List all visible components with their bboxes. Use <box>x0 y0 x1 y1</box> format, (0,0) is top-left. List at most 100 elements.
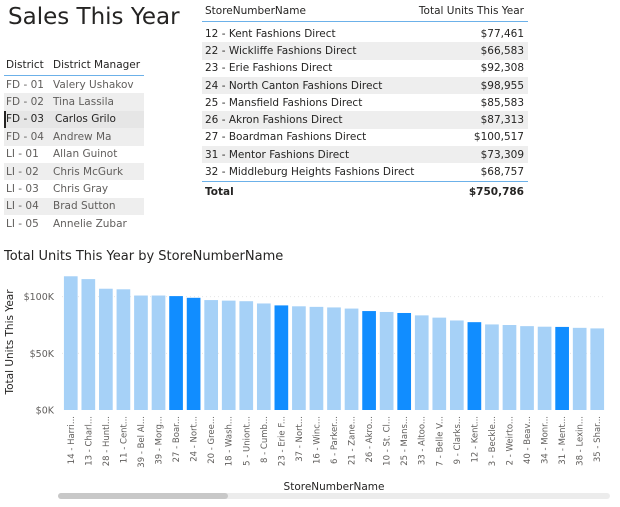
district-code: FD - 02 <box>6 96 44 109</box>
district-manager-name: Tina Lassila <box>53 96 114 109</box>
bar-chart: $0K $50K $100K Total Units This Year 14 - Ha… <box>4 276 606 490</box>
x-tick-label: 2 - Weirto... <box>505 416 515 465</box>
chart-bar[interactable] <box>151 295 166 410</box>
chart-bar[interactable] <box>520 326 534 410</box>
chart-bar[interactable] <box>572 327 587 410</box>
chart-bar[interactable] <box>309 306 324 410</box>
district-row[interactable]: LI - 01 Allan Guinot <box>4 146 144 163</box>
chart-bar[interactable] <box>274 305 289 410</box>
chart-bar[interactable] <box>502 325 517 410</box>
district-row[interactable]: LI - 02 Chris McGurk <box>4 162 144 181</box>
district-column-header[interactable]: District <box>6 58 44 71</box>
chart-bar[interactable] <box>134 295 148 410</box>
district-manager-name: Chris Gray <box>53 183 109 196</box>
x-tick-label: 27 - Boar... <box>172 416 182 462</box>
y-tick-label: $100K <box>24 292 55 303</box>
table-row[interactable]: 25 - Mansfield Fashions Direct $85,583 <box>202 94 528 111</box>
x-tick-label: 21 - Zane... <box>348 416 358 465</box>
units-value-cell: $77,461 <box>480 27 524 40</box>
x-tick-label: 6 - Parker... <box>330 416 340 464</box>
store-name-cell: 26 - Akron Fashions Direct <box>205 114 343 127</box>
chart-scrollbar-thumb[interactable] <box>58 493 228 499</box>
chart-bar[interactable] <box>116 289 131 410</box>
units-value-cell: $85,583 <box>480 96 524 109</box>
chart-bar[interactable] <box>327 307 341 410</box>
chart-bar[interactable] <box>467 322 482 410</box>
total-value: $750,786 <box>468 186 524 199</box>
store-table-total-row: Total $750,786 <box>202 180 528 203</box>
chart-bar[interactable] <box>537 326 552 410</box>
manager-column-header[interactable]: District Manager <box>53 58 141 71</box>
store-name-cell: 23 - Erie Fashions Direct <box>205 62 333 75</box>
table-row[interactable]: 24 - North Canton Fashions Direct $98,955 <box>202 76 528 95</box>
chart-bar[interactable] <box>590 328 605 410</box>
x-tick-label: 34 - Monr... <box>541 416 551 464</box>
x-tick-label: 24 - Nort... <box>190 416 200 462</box>
chart-bar[interactable] <box>344 308 359 410</box>
x-tick-label: 38 - Lexin... <box>576 416 586 466</box>
units-value-cell: $87,313 <box>480 114 524 127</box>
chart-bar[interactable] <box>81 279 96 410</box>
chart-bar[interactable] <box>379 311 394 410</box>
table-row[interactable]: 27 - Boardman Fashions Direct $100,517 <box>202 129 528 146</box>
chart-bar[interactable] <box>449 320 464 410</box>
chart-bar[interactable] <box>397 312 412 410</box>
district-manager-name: Brad Sutton <box>53 200 116 213</box>
store-name-cell: 32 - Middleburg Heights Fashions Direct <box>205 166 415 179</box>
store-units-table: StoreNumberName Total Units This Year 12… <box>202 0 528 203</box>
chart-bar[interactable] <box>63 276 78 410</box>
district-table-body: FD - 01 Valery Ushakov FD - 02 Tina Lassila… <box>4 76 144 233</box>
x-tick-label: 18 - Wash... <box>225 416 235 466</box>
district-manager-name: Valery Ushakov <box>53 78 134 91</box>
district-row[interactable]: LI - 05 Annelie Zubar <box>4 215 144 232</box>
x-tick-label: 7 - Belle V... <box>435 416 445 466</box>
district-row[interactable]: FD - 02 Tina Lassila <box>4 93 144 111</box>
x-tick-label: 9 - Clarks... <box>453 416 463 464</box>
x-tick-label: 28 - Huntl... <box>102 416 112 466</box>
chart-title: Total Units This Year by StoreNumberName <box>4 249 284 264</box>
units-value-cell: $68,757 <box>480 166 524 179</box>
table-row[interactable]: 12 - Kent Fashions Direct $77,461 <box>202 25 528 42</box>
chart-bar[interactable] <box>169 296 183 410</box>
chart-bar[interactable] <box>414 315 429 410</box>
chart-bar[interactable] <box>362 311 376 410</box>
district-code: LI - 01 <box>6 148 39 161</box>
units-value-cell: $66,583 <box>480 44 524 57</box>
table-row[interactable]: 22 - Wickliffe Fashions Direct $66,583 <box>202 42 528 60</box>
table-row[interactable]: 23 - Erie Fashions Direct $92,308 <box>202 60 528 77</box>
chart-bar[interactable] <box>99 288 113 410</box>
store-name-cell: 22 - Wickliffe Fashions Direct <box>205 44 357 57</box>
chart-scrollbar[interactable] <box>58 493 610 499</box>
district-table-header: District District Manager <box>4 54 144 76</box>
chart-bar[interactable] <box>221 300 236 410</box>
chart-bar[interactable] <box>555 326 569 410</box>
district-row[interactable]: FD - 01 Valery Ushakov <box>4 76 144 93</box>
units-value-cell: $98,955 <box>480 79 524 92</box>
y-tick-label: $0K <box>36 406 55 417</box>
district-row[interactable]: LI - 04 Brad Sutton <box>4 197 144 216</box>
district-code: FD - 04 <box>6 130 44 143</box>
district-manager-name: Allan Guinot <box>53 148 118 161</box>
district-row[interactable]: LI - 03 Chris Gray <box>4 180 144 197</box>
x-tick-label: 40 - Beav... <box>523 416 533 464</box>
chart-bar[interactable] <box>204 300 219 410</box>
chart-bar[interactable] <box>239 301 254 410</box>
y-tick-label: $50K <box>30 349 55 360</box>
store-column-header[interactable]: StoreNumberName <box>205 4 306 17</box>
chart-bar[interactable] <box>256 303 271 410</box>
district-slicer-table: District District Manager FD - 01 Valery … <box>4 54 144 233</box>
district-row[interactable]: FD - 03 Carlos Grilo <box>4 110 144 129</box>
chart-bar[interactable] <box>485 324 499 410</box>
x-tick-label: 39 - Bel Al... <box>137 416 147 468</box>
chart-bar[interactable] <box>292 306 306 410</box>
chart-bar[interactable] <box>186 297 201 410</box>
district-row[interactable]: FD - 04 Andrew Ma <box>4 128 144 146</box>
units-column-header[interactable]: Total Units This Year <box>418 4 524 17</box>
chart-bar[interactable] <box>432 317 447 410</box>
x-axis-label: StoreNumberName <box>284 481 385 490</box>
table-row[interactable]: 26 - Akron Fashions Direct $87,313 <box>202 111 528 129</box>
table-row[interactable]: 31 - Mentor Fashions Direct $73,309 <box>202 146 528 164</box>
table-row[interactable]: 32 - Middleburg Heights Fashions Direct $… <box>202 163 528 180</box>
x-tick-label: 31 - Ment... <box>558 416 568 465</box>
x-tick-label: 5 - Uniont... <box>242 416 252 466</box>
